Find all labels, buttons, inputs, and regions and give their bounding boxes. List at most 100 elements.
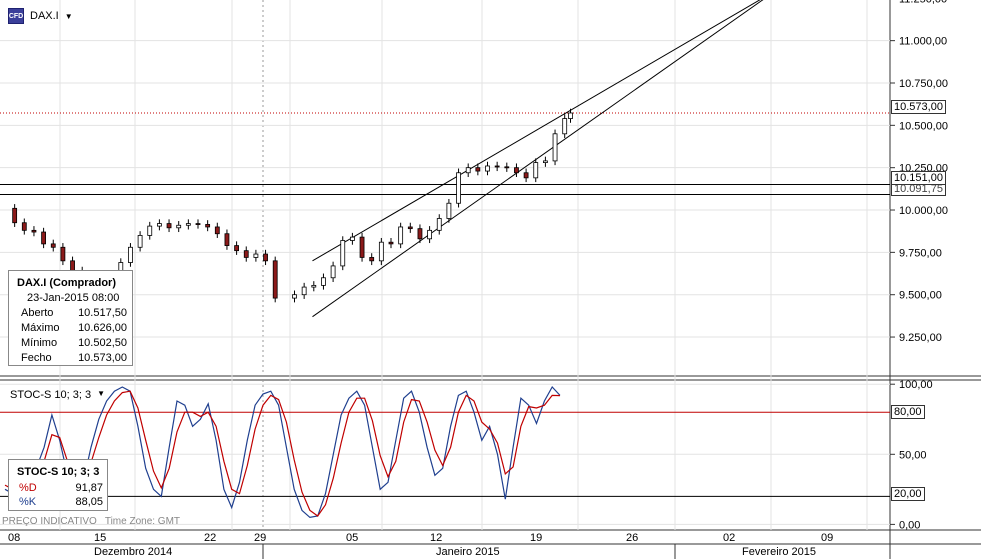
y-tick-label: 9.750,00 (899, 247, 942, 259)
candle-body (214, 226, 220, 235)
candle-body (195, 223, 201, 225)
ohlc-row-low: Mínimo 10.502,50 (21, 337, 127, 349)
stochastic-row-d: %D 91,87 (19, 482, 103, 494)
symbol-selector[interactable]: CFD DAX.I ▼ (8, 7, 73, 25)
candle-body (224, 233, 230, 246)
candle-body (568, 112, 573, 119)
candle-body (330, 265, 336, 279)
stochastic-selector[interactable]: STOC-S 10; 3; 3 ▼ (10, 389, 105, 401)
ohlc-label: Fecho (21, 352, 52, 364)
y-tick-label: 9.500,00 (899, 290, 942, 302)
candle-body (147, 225, 153, 236)
x-tick-label: 22 (204, 532, 216, 544)
candle-body (301, 286, 307, 296)
x-tick-label: 19 (530, 532, 542, 544)
candle-body (321, 277, 326, 286)
footer-note: PREÇO INDICATIVO Time Zone: GMT (2, 516, 180, 527)
stochastic-name: STOC-S 10; 3; 3 (10, 389, 92, 401)
candle-body (494, 165, 500, 168)
ohlc-info-box: DAX.I (Comprador) 23-Jan-2015 08:00 Aber… (8, 270, 133, 366)
candle-body (514, 167, 519, 174)
candle-body (128, 246, 133, 263)
stochastic-row-k: %K 88,05 (19, 496, 103, 508)
candle-body (340, 240, 346, 267)
candle-body (436, 218, 442, 231)
candle-body (523, 172, 529, 179)
candle-body (31, 229, 37, 233)
candle-body (311, 284, 317, 288)
candle-body (533, 162, 539, 179)
symbol-name: DAX.I (30, 10, 59, 22)
ohlc-row-open: Aberto 10.517,50 (21, 307, 127, 319)
candle-body (475, 167, 481, 172)
candle-body (543, 160, 548, 163)
candle-body (21, 222, 27, 231)
x-tick-label: 02 (723, 532, 735, 544)
candle-body (398, 226, 404, 245)
x-tick-label: 26 (626, 532, 638, 544)
ohlc-label: Aberto (21, 307, 54, 319)
candle-body (156, 223, 162, 227)
candle-body (427, 229, 433, 240)
candle-body (349, 236, 355, 241)
candle-body (243, 250, 249, 258)
candle-body (465, 167, 471, 174)
candle-body (137, 235, 143, 248)
candle-body (272, 260, 278, 299)
x-tick-label: 09 (821, 532, 833, 544)
stoch-k-line (4, 385, 561, 519)
candle-body (359, 236, 365, 258)
y-tick-label: 10.500,00 (899, 120, 948, 132)
candle-body (234, 245, 240, 252)
candle-body (263, 253, 268, 262)
x-tick-label: 08 (8, 532, 20, 544)
candle-body (50, 243, 56, 248)
dropdown-arrow-icon[interactable]: ▼ (64, 11, 73, 21)
ohlc-date: 23-Jan-2015 08:00 (27, 292, 120, 304)
trend-channel-line (312, 0, 764, 318)
timezone-label: Time Zone: GMT (104, 516, 181, 527)
candle-body (552, 133, 558, 162)
ohlc-row-high: Máximo 10.626,00 (21, 322, 127, 334)
trend-channel-line (312, 0, 761, 262)
stoch-lower-tag: 20,00 (891, 487, 925, 501)
candle-body (407, 226, 413, 230)
ohlc-row-close: Fecho 10.573,00 (21, 352, 127, 364)
ohlc-value: 10.517,50 (78, 307, 127, 319)
month-label: Dezembro 2014 (94, 546, 172, 558)
stochastic-label: %D (19, 482, 37, 494)
cfd-icon: CFD (8, 8, 24, 24)
candle-body (562, 118, 568, 135)
month-label: Fevereiro 2015 (742, 546, 816, 558)
ohlc-title: DAX.I (Comprador) (17, 277, 116, 289)
candle-body (485, 165, 490, 172)
candle-body (41, 231, 46, 245)
candle-body (446, 202, 452, 219)
candle-body (388, 241, 394, 245)
candle-body (185, 223, 191, 226)
ohlc-value: 10.502,50 (78, 337, 127, 349)
stochastic-label: %K (19, 496, 37, 508)
stoch-upper-tag: 80,00 (891, 405, 925, 419)
candle-body (292, 294, 297, 299)
x-tick-label: 05 (346, 532, 358, 544)
cfd-icon-text: CFD (8, 12, 24, 20)
last-price-tag: 10.573,00 (891, 100, 946, 114)
candle-body (205, 224, 211, 228)
y-tick-label: 10.000,00 (899, 205, 948, 217)
y-tick-label: 9.250,00 (899, 332, 942, 344)
y-tick-label: 10.750,00 (899, 78, 948, 90)
dropdown-arrow-icon[interactable]: ▼ (97, 389, 106, 398)
x-tick-label: 12 (430, 532, 442, 544)
candle-body (60, 246, 66, 262)
candle-body (176, 224, 182, 229)
stochastic-value: 88,05 (75, 496, 103, 508)
candle-body (417, 228, 423, 240)
stochastic-info-title: STOC-S 10; 3; 3 (17, 466, 100, 478)
ohlc-value: 10.626,00 (78, 322, 127, 334)
stoch-tick-label: 50,00 (899, 449, 927, 461)
x-tick-label: 29 (254, 532, 266, 544)
ohlc-label: Máximo (21, 322, 60, 334)
y-tick-label: 11.000,00 (899, 36, 947, 48)
